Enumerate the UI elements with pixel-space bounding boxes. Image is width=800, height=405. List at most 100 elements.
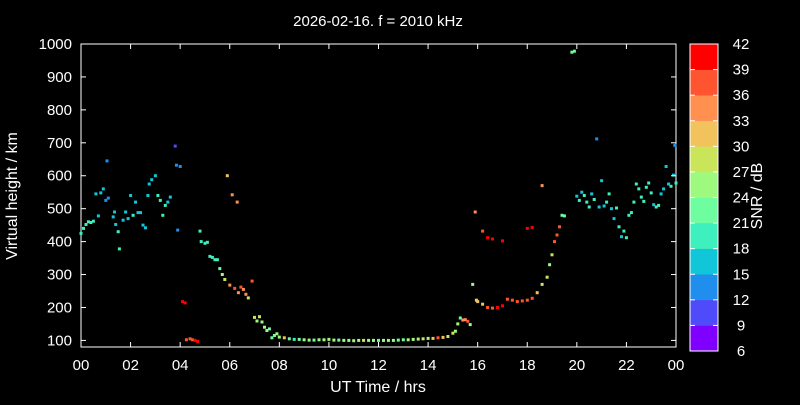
data-point (657, 203, 661, 207)
data-point (456, 322, 460, 326)
data-point (637, 187, 641, 191)
data-point (421, 337, 425, 341)
data-point (612, 217, 616, 221)
colorbar-segment (690, 69, 718, 96)
data-point (367, 338, 371, 342)
data-point (297, 337, 301, 341)
data-point (476, 300, 480, 304)
data-point (184, 338, 188, 342)
data-point (466, 319, 470, 323)
colorbar-segment (690, 120, 718, 147)
data-point (161, 213, 165, 217)
data-point (530, 296, 534, 300)
x-tick-label: 14 (420, 357, 437, 374)
data-point (667, 182, 671, 186)
data-point (602, 204, 606, 208)
data-point (124, 210, 128, 214)
data-point (153, 174, 157, 178)
data-point (639, 195, 643, 199)
colorbar-tick-label: 18 (733, 241, 750, 258)
y-tick-label: 500 (47, 201, 72, 218)
data-point (312, 338, 316, 342)
data-point (199, 240, 203, 244)
colorbar-segment (690, 299, 718, 326)
data-point (332, 338, 336, 342)
data-point (117, 247, 121, 251)
data-point (223, 278, 227, 281)
data-point (198, 229, 202, 233)
data-point (277, 335, 281, 339)
data-point (600, 179, 604, 183)
data-point (282, 336, 286, 340)
x-tick-label: 00 (73, 357, 90, 374)
data-point (111, 215, 115, 219)
colorbar-tick-label: 15 (733, 266, 750, 283)
data-point (193, 338, 197, 342)
data-point (144, 226, 147, 230)
y-tick-label: 1000 (39, 36, 72, 53)
data-point (622, 229, 626, 233)
data-point (481, 229, 485, 233)
x-axis: 00 02 04 06 08 10 12 14 16 18 20 22 00 (73, 44, 684, 374)
data-point (629, 211, 633, 215)
data-point (181, 300, 185, 304)
data-point (377, 338, 380, 342)
data-point (79, 231, 83, 235)
data-point (267, 327, 271, 331)
data-point (270, 336, 274, 340)
data-point (627, 213, 631, 217)
data-point (580, 190, 584, 194)
data-point (213, 258, 217, 262)
x-tick-label: 06 (221, 357, 238, 374)
colorbar-segment (690, 146, 718, 173)
data-point (674, 181, 678, 185)
x-tick-label: 18 (519, 357, 536, 374)
data-point (210, 255, 214, 259)
data-point (662, 187, 666, 191)
data-point (265, 329, 269, 332)
data-point (649, 191, 653, 195)
colorbar-tick-label: 9 (737, 317, 745, 334)
points-layer (79, 49, 678, 343)
data-point (505, 297, 509, 301)
data-point (632, 200, 636, 204)
data-point (114, 223, 118, 226)
data-point (94, 192, 98, 196)
data-point (241, 287, 245, 291)
chart-title: 2026-02-16. f = 2010 kHz (293, 13, 463, 30)
x-tick-label: 16 (469, 357, 486, 374)
data-point (116, 230, 120, 234)
data-point (260, 320, 264, 324)
data-point (101, 187, 105, 191)
data-point (610, 207, 613, 211)
data-point (191, 338, 195, 342)
data-point (491, 237, 494, 241)
data-point (545, 275, 549, 279)
data-point (550, 253, 554, 257)
data-point (337, 338, 341, 342)
data-point (208, 254, 212, 258)
y-tick-label: 800 (47, 102, 72, 119)
data-point (233, 286, 237, 290)
colorbar-tick-label: 30 (733, 138, 750, 155)
colorbar-tick-label: 36 (733, 87, 750, 104)
data-point (515, 300, 519, 304)
data-point (357, 338, 361, 342)
data-point (525, 298, 529, 302)
data-point (642, 199, 646, 203)
data-point (672, 173, 675, 177)
data-point (473, 210, 477, 214)
x-tick-label: 04 (172, 357, 189, 374)
data-point (647, 181, 651, 185)
data-point (129, 194, 133, 197)
data-point (382, 338, 385, 342)
data-point (659, 192, 663, 196)
data-point (577, 198, 581, 202)
data-point (669, 184, 673, 188)
data-point (558, 225, 561, 229)
data-point (322, 338, 326, 342)
data-point (585, 200, 589, 204)
data-point (411, 337, 415, 341)
data-point (560, 213, 564, 217)
data-point (406, 338, 410, 342)
